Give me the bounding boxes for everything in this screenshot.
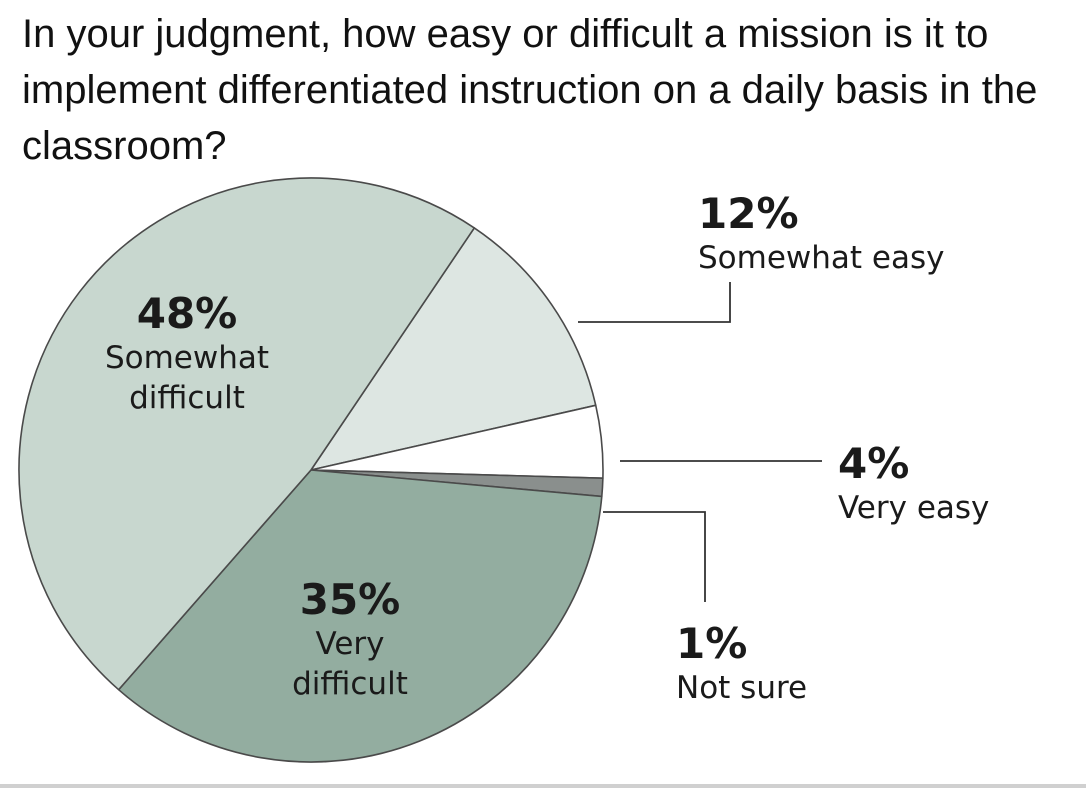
slice-percent-somewhat-difficult: 48% — [137, 289, 238, 338]
slice-percent-very-easy: 4% — [838, 439, 909, 488]
slice-label-somewhat-difficult: difficult — [129, 380, 245, 416]
leader-line-not-sure — [603, 511, 706, 602]
slice-label-very-difficult: difficult — [292, 666, 408, 702]
slice-percent-not-sure: 1% — [676, 619, 747, 668]
pie-slice-very-difficult — [117, 469, 603, 763]
slice-percent-very-difficult: 35% — [300, 575, 401, 624]
slice-label-very-difficult: Very — [316, 626, 385, 662]
pie-slice-somewhat-easy — [310, 227, 597, 471]
slice-label-very-easy: Very easy — [838, 490, 989, 526]
slice-label-somewhat-difficult: Somewhat — [105, 340, 269, 376]
chart-title: In your judgment, how easy or difficult … — [22, 12, 1038, 168]
slice-percent-somewhat-easy: 12% — [698, 189, 799, 238]
pie-slice-somewhat-difficult — [18, 177, 476, 691]
slice-label-somewhat-easy: Somewhat easy — [698, 240, 945, 276]
slice-label-not-sure: Not sure — [676, 670, 807, 706]
bottom-divider — [0, 784, 1086, 788]
leader-line-somewhat-easy — [578, 282, 731, 323]
